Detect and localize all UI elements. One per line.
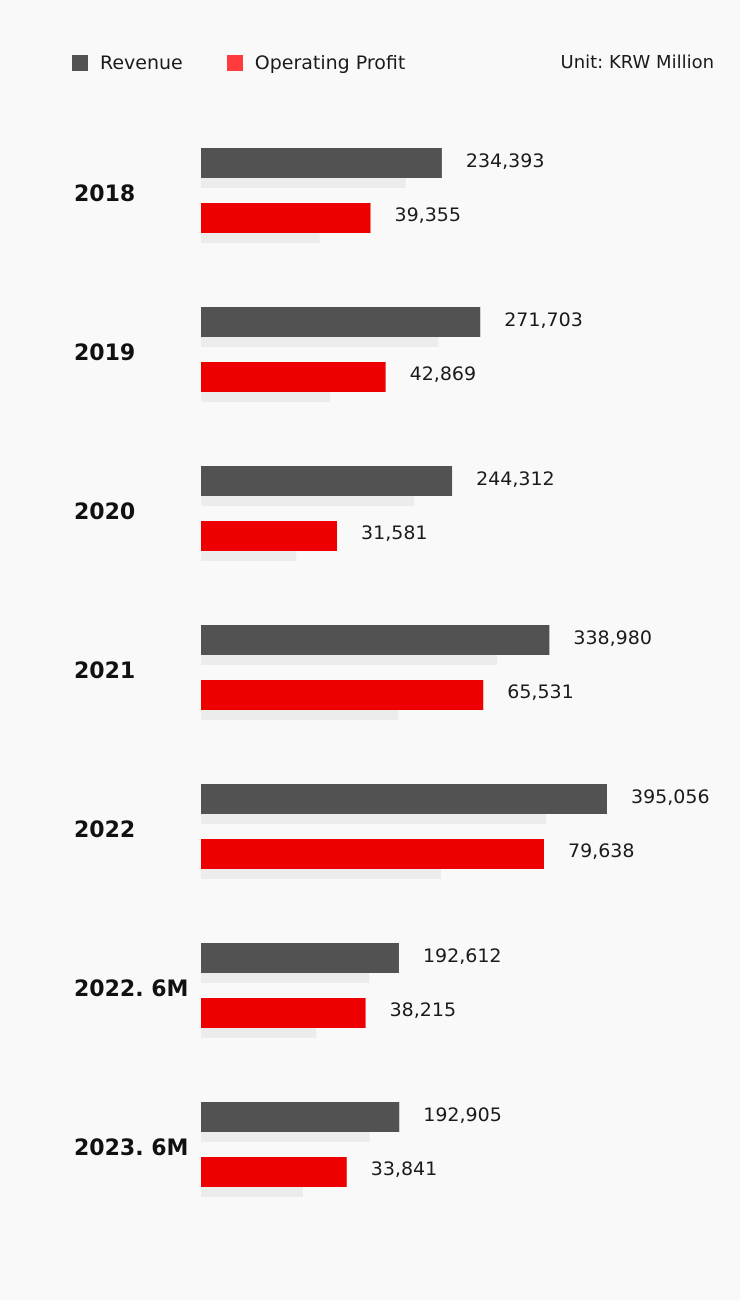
legend-label-operating-profit: Operating Profit [254, 52, 406, 74]
category-label-2018: 2018 [74, 182, 135, 207]
legend: Revenue Operating Profit [72, 50, 449, 76]
unit-label: Unit: KRW Million [560, 52, 714, 73]
value-label-revenue-2018: 234,393 [466, 150, 545, 172]
bar-shadow-operating-profit-2023-6m [201, 1187, 304, 1197]
legend-item-revenue: Revenue [72, 52, 183, 74]
bar-shadow-revenue-2022-6m [201, 973, 370, 983]
bar-operating-profit-2018 [201, 203, 371, 233]
value-label-operating-profit-2019: 42,869 [410, 363, 476, 385]
bar-shadow-revenue-2019 [201, 337, 439, 347]
category-label-2022-6m: 2022. 6M [74, 977, 188, 1002]
bar-shadow-revenue-2022 [201, 814, 547, 824]
value-label-revenue-2019: 271,703 [504, 309, 583, 331]
legend-swatch-revenue [72, 55, 88, 71]
bar-shadow-operating-profit-2022 [201, 869, 442, 879]
bar-revenue-2020 [201, 466, 453, 496]
value-label-operating-profit-2022-6m: 38,215 [390, 999, 456, 1021]
value-label-operating-profit-2021: 65,531 [507, 681, 573, 703]
bar-shadow-operating-profit-2020 [201, 551, 297, 561]
value-label-operating-profit-2018: 39,355 [395, 204, 461, 226]
legend-swatch-operating-profit [226, 55, 243, 71]
value-label-operating-profit-2020: 31,581 [361, 522, 427, 544]
value-label-revenue-2021: 338,980 [573, 627, 652, 649]
legend-label-revenue: Revenue [100, 52, 183, 74]
bar-operating-profit-2021 [201, 680, 484, 710]
category-label-2019: 2019 [74, 341, 135, 366]
bar-operating-profit-2022 [201, 839, 544, 869]
bar-shadow-revenue-2021 [201, 655, 498, 665]
bar-shadow-revenue-2020 [201, 496, 415, 506]
bar-operating-profit-2023-6m [201, 1157, 347, 1187]
category-label-2020: 2020 [74, 500, 135, 525]
value-label-operating-profit-2023-6m: 33,841 [371, 1158, 437, 1180]
bar-revenue-2023-6m [201, 1102, 400, 1132]
value-label-revenue-2022: 395,056 [631, 786, 710, 808]
category-label-2021: 2021 [74, 659, 135, 684]
bar-shadow-revenue-2023-6m [201, 1132, 370, 1142]
bar-revenue-2018 [201, 148, 442, 178]
value-label-revenue-2023-6m: 192,905 [423, 1104, 502, 1126]
bar-shadow-operating-profit-2022-6m [201, 1028, 317, 1038]
bar-revenue-2022 [201, 784, 607, 814]
bar-operating-profit-2019 [201, 362, 386, 392]
category-label-2022: 2022 [74, 818, 135, 843]
bar-shadow-operating-profit-2021 [201, 710, 399, 720]
bar-shadow-operating-profit-2019 [201, 392, 331, 402]
value-label-operating-profit-2022: 79,638 [568, 840, 634, 862]
bar-operating-profit-2022-6m [201, 998, 366, 1028]
value-label-revenue-2020: 244,312 [476, 468, 555, 490]
bar-revenue-2022-6m [201, 943, 399, 973]
value-label-revenue-2022-6m: 192,612 [423, 945, 502, 967]
legend-item-operating-profit: Operating Profit [226, 52, 406, 74]
bar-shadow-operating-profit-2018 [201, 233, 320, 243]
bar-revenue-2019 [201, 307, 481, 337]
bar-shadow-revenue-2018 [201, 178, 406, 188]
category-label-2023-6m: 2023. 6M [74, 1136, 188, 1161]
bar-revenue-2021 [201, 625, 550, 655]
bar-operating-profit-2020 [201, 521, 338, 551]
